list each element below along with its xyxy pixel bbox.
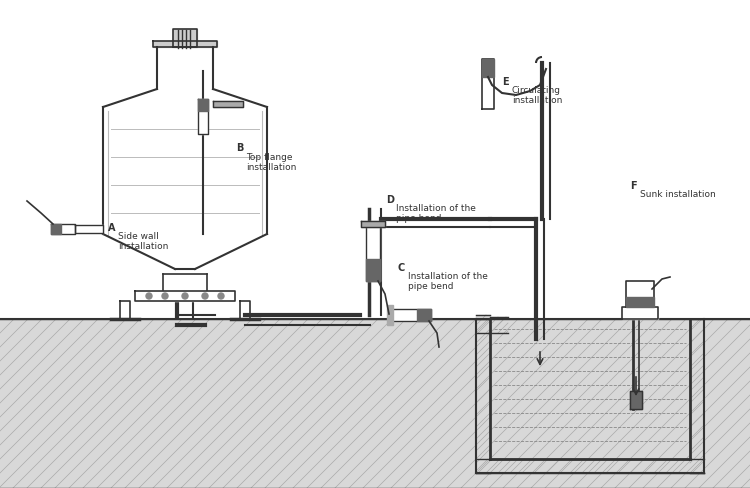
- Polygon shape: [626, 297, 654, 307]
- Text: Installation of the
pipe bend: Installation of the pipe bend: [408, 271, 488, 291]
- Text: Installation of the
pipe bend: Installation of the pipe bend: [396, 203, 476, 223]
- Polygon shape: [476, 315, 490, 333]
- Circle shape: [218, 293, 224, 299]
- Polygon shape: [630, 391, 642, 409]
- Text: Sunk installation: Sunk installation: [640, 190, 716, 199]
- Polygon shape: [198, 100, 208, 135]
- Polygon shape: [366, 260, 380, 282]
- Text: D: D: [386, 195, 394, 204]
- Polygon shape: [389, 309, 431, 321]
- Text: Circulating
installation: Circulating installation: [512, 86, 562, 105]
- Polygon shape: [213, 102, 243, 108]
- Text: E: E: [502, 77, 509, 87]
- Polygon shape: [198, 100, 208, 112]
- Circle shape: [182, 293, 188, 299]
- Polygon shape: [0, 319, 750, 488]
- Polygon shape: [482, 60, 494, 110]
- Text: Top flange
installation: Top flange installation: [246, 153, 296, 172]
- Polygon shape: [51, 224, 75, 235]
- Polygon shape: [690, 319, 704, 473]
- Polygon shape: [173, 30, 197, 48]
- Circle shape: [162, 293, 168, 299]
- Polygon shape: [120, 302, 130, 319]
- Polygon shape: [153, 42, 217, 48]
- Polygon shape: [476, 459, 704, 473]
- Polygon shape: [361, 222, 385, 227]
- Polygon shape: [626, 282, 654, 307]
- Circle shape: [146, 293, 152, 299]
- Polygon shape: [417, 309, 431, 321]
- Polygon shape: [366, 224, 380, 282]
- Polygon shape: [387, 305, 393, 325]
- Polygon shape: [622, 307, 658, 319]
- Text: F: F: [630, 181, 637, 191]
- Polygon shape: [51, 224, 61, 235]
- Polygon shape: [240, 302, 250, 319]
- Circle shape: [202, 293, 208, 299]
- Text: B: B: [236, 142, 243, 153]
- Polygon shape: [75, 225, 103, 234]
- Polygon shape: [135, 291, 235, 302]
- Text: Side wall
installation: Side wall installation: [118, 231, 169, 251]
- Polygon shape: [490, 317, 508, 333]
- Text: C: C: [398, 263, 405, 272]
- Text: A: A: [108, 223, 116, 232]
- Polygon shape: [482, 60, 494, 78]
- Polygon shape: [476, 319, 490, 473]
